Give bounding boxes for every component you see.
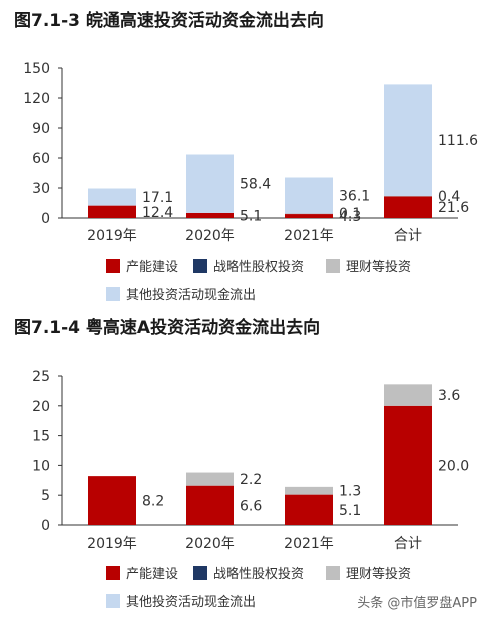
bar-segment xyxy=(186,212,234,218)
data-label: 8.2 xyxy=(142,494,164,510)
chart-title: 图7.1-3 皖通高速投资活动资金流出去向 xyxy=(14,11,324,31)
y-tick-label: 15 xyxy=(32,429,50,445)
data-label: 5.1 xyxy=(240,208,262,224)
data-label: 58.4 xyxy=(240,177,271,193)
legend-label: 其他投资活动现金流出 xyxy=(126,288,257,303)
legend-swatch xyxy=(106,259,120,273)
data-label: 17.1 xyxy=(142,190,173,206)
y-tick-label: 90 xyxy=(32,121,50,137)
bar-segment xyxy=(384,196,432,197)
legend-label: 理财等投资 xyxy=(346,260,412,275)
y-tick-label: 60 xyxy=(32,151,50,167)
legend-item: 产能建设 xyxy=(106,256,178,275)
y-tick-label: 150 xyxy=(23,61,50,77)
bar-segment xyxy=(186,154,234,213)
bar-segment xyxy=(88,205,136,218)
legend-swatch xyxy=(106,287,120,301)
data-label: 4.3 xyxy=(339,209,361,225)
data-label: 21.6 xyxy=(438,200,469,216)
data-label: 2.2 xyxy=(240,472,262,488)
legend-swatch xyxy=(193,259,207,273)
bar-segment xyxy=(285,177,333,214)
bar-segment xyxy=(186,472,234,486)
y-tick-label: 20 xyxy=(32,399,50,415)
legend-item: 理财等投资 xyxy=(326,563,411,582)
legend-label: 战略性股权投资 xyxy=(213,567,305,582)
legend-item: 战略性股权投资 xyxy=(193,563,304,582)
legend-item: 产能建设 xyxy=(106,563,178,582)
y-tick-label: 5 xyxy=(41,488,50,504)
y-tick-label: 120 xyxy=(23,91,50,107)
legend-label: 产能建设 xyxy=(126,260,179,275)
bar-segment xyxy=(384,196,432,218)
x-tick-label: 2020年 xyxy=(185,536,235,552)
bar-segment xyxy=(285,213,333,218)
bar-segment xyxy=(88,188,136,206)
data-label: 12.4 xyxy=(142,205,173,221)
legend-item: 战略性股权投资 xyxy=(193,256,304,275)
data-label: 20.0 xyxy=(438,458,469,474)
x-tick-label: 合计 xyxy=(394,536,422,552)
x-tick-label: 2019年 xyxy=(87,536,137,552)
data-label: 1.3 xyxy=(339,484,361,500)
data-label: 6.6 xyxy=(240,498,262,514)
bar-segment xyxy=(285,213,333,215)
legend-swatch xyxy=(193,566,207,580)
y-tick-label: 0 xyxy=(41,518,50,534)
legend-item: 其他投资活动现金流出 xyxy=(106,284,256,303)
legend-label: 理财等投资 xyxy=(346,567,412,582)
bar-segment xyxy=(384,405,432,525)
watermark-text: 头条 @市值罗盘APP xyxy=(357,596,477,611)
bar-chart-yuegaosu: 0 5 10 15 20 25 2019年 2020年 2021年 合计 8.2 6.6 2.2 5.1 1… xyxy=(32,369,469,552)
bar-segment xyxy=(384,84,432,196)
bar-segment xyxy=(384,384,432,406)
y-tick-label: 25 xyxy=(32,369,50,385)
bar-segment xyxy=(186,485,234,525)
data-label: 0.4 xyxy=(438,189,460,205)
legend-swatch xyxy=(326,259,340,273)
bar-segment xyxy=(285,486,333,495)
data-label: 3.6 xyxy=(438,388,460,404)
legend-swatch xyxy=(106,566,120,580)
legend-item: 其他投资活动现金流出 xyxy=(106,591,256,610)
data-label: 0.1 xyxy=(339,206,361,222)
chart-title: 图7.1-4 粤高速A投资活动资金流出去向 xyxy=(14,318,321,338)
bar-segment xyxy=(88,476,136,525)
legend-label: 战略性股权投资 xyxy=(213,260,305,275)
bar-segment xyxy=(285,494,333,525)
bar-chart-wantong: 0 30 60 90 120 150 2019年 2020年 2021年 合计 12.417.1 5.… xyxy=(23,61,478,244)
y-tick-label: 30 xyxy=(32,181,50,197)
legend-label: 产能建设 xyxy=(126,567,179,582)
data-label: 36.1 xyxy=(339,189,370,205)
y-tick-label: 10 xyxy=(32,458,50,474)
y-tick-label: 0 xyxy=(41,211,50,227)
x-tick-label: 2019年 xyxy=(87,228,137,244)
x-tick-label: 2021年 xyxy=(284,228,334,244)
legend-swatch xyxy=(326,566,340,580)
data-label: 5.1 xyxy=(339,503,361,519)
legend-swatch xyxy=(106,594,120,608)
x-tick-label: 2020年 xyxy=(185,228,235,244)
x-tick-label: 合计 xyxy=(394,228,422,244)
legend-label: 其他投资活动现金流出 xyxy=(126,595,257,610)
data-label: 111.6 xyxy=(438,133,478,149)
x-tick-label: 2021年 xyxy=(284,536,334,552)
legend-item: 理财等投资 xyxy=(326,256,411,275)
